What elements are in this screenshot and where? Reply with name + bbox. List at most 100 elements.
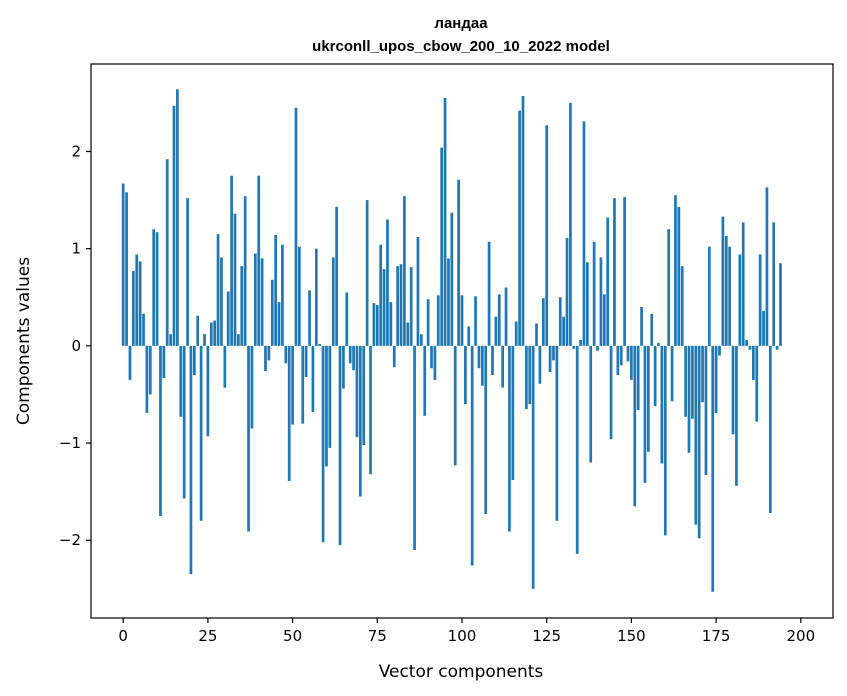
bar-68: [352, 345, 355, 371]
bar-7: [145, 345, 149, 413]
bar-129: [558, 297, 562, 346]
bar-145: [613, 198, 616, 346]
bar-44: [270, 279, 274, 346]
bar-191: [768, 345, 772, 514]
bar-1: [125, 192, 128, 346]
bar-141: [599, 257, 603, 346]
bar-143: [606, 217, 610, 346]
bar-148: [623, 197, 626, 346]
bar-185: [748, 345, 752, 350]
x-tick-label: 175: [702, 627, 731, 645]
bar-110: [494, 316, 498, 346]
bar-165: [680, 266, 684, 346]
bar-177: [721, 216, 725, 346]
bar-114: [508, 345, 511, 532]
bar-164: [677, 206, 681, 346]
bar-186: [752, 345, 755, 380]
bar-49: [287, 345, 291, 481]
bar-15: [172, 105, 176, 346]
bar-154: [643, 345, 647, 483]
bar-118: [521, 96, 525, 346]
bar-86: [413, 345, 416, 550]
chart-title: ландаа: [434, 15, 488, 32]
bar-48: [284, 345, 288, 364]
bar-157: [653, 345, 657, 407]
bar-112: [501, 345, 505, 388]
bar-175: [714, 345, 718, 413]
bar-160: [663, 345, 667, 536]
bar-87: [416, 237, 420, 346]
y-tick-label: 2: [71, 142, 81, 160]
bar-61: [328, 345, 332, 448]
bar-37: [247, 345, 250, 532]
x-tick-label: 75: [368, 627, 387, 645]
bar-134: [575, 345, 579, 554]
bar-3: [132, 271, 135, 346]
y-axis-label: Components values: [14, 257, 34, 425]
x-tick-label: 200: [786, 627, 815, 645]
bar-136: [582, 121, 586, 346]
bar-80: [392, 345, 396, 368]
bar-163: [674, 195, 677, 346]
bar-66: [345, 292, 349, 346]
y-tick-label: −2: [59, 531, 81, 549]
bar-127: [552, 345, 555, 361]
bar-144: [609, 345, 613, 440]
bar-0: [121, 183, 125, 346]
x-axis-label: Vector components: [379, 662, 544, 682]
bar-189: [762, 310, 765, 346]
bar-45: [274, 235, 278, 346]
bar-135: [579, 340, 582, 346]
bar-62: [331, 257, 335, 346]
bar-46: [277, 302, 281, 346]
bar-152: [636, 345, 640, 411]
bar-43: [267, 345, 271, 361]
bar-23: [199, 345, 203, 521]
bar-52: [298, 246, 301, 346]
bar-125: [545, 125, 549, 346]
bar-56: [311, 345, 315, 412]
bar-182: [738, 254, 742, 346]
bar-132: [569, 102, 572, 346]
bar-156: [650, 313, 654, 346]
bar-115: [511, 345, 515, 480]
bar-101: [464, 345, 467, 405]
bar-111: [497, 294, 501, 346]
bar-151: [633, 345, 637, 507]
x-tick-label: 100: [448, 627, 477, 645]
bar-179: [728, 246, 732, 346]
bar-91: [430, 345, 433, 369]
bar-29: [220, 257, 223, 346]
bar-42: [264, 345, 267, 372]
bar-181: [735, 345, 738, 486]
bar-142: [602, 294, 606, 346]
bar-183: [741, 222, 745, 346]
bar-172: [704, 345, 708, 476]
x-tick-label: 150: [617, 627, 646, 645]
bar-106: [480, 345, 484, 386]
bar-190: [765, 187, 769, 346]
bar-159: [660, 345, 664, 464]
bar-99: [457, 179, 460, 346]
bar-171: [701, 345, 704, 403]
x-axis-ticks: 0 25 50 75 100 125 150 175 200: [118, 618, 815, 645]
bar-72: [365, 200, 369, 346]
bar-28: [216, 234, 220, 346]
bar-76: [379, 244, 383, 346]
bar-92: [433, 345, 437, 380]
bar-146: [616, 345, 620, 376]
bar-77: [382, 269, 386, 346]
bar-169: [694, 345, 698, 525]
bar-79: [389, 302, 393, 346]
y-tick-label: −1: [59, 434, 81, 452]
bar-168: [691, 345, 694, 419]
bar-11: [159, 345, 162, 516]
bar-51: [294, 107, 298, 346]
bar-70: [359, 345, 362, 497]
bar-50: [291, 345, 294, 425]
bar-176: [718, 345, 721, 356]
bar-166: [684, 345, 687, 417]
bar-88: [419, 334, 423, 346]
bar-20: [189, 345, 193, 575]
bar-194: [779, 263, 782, 346]
